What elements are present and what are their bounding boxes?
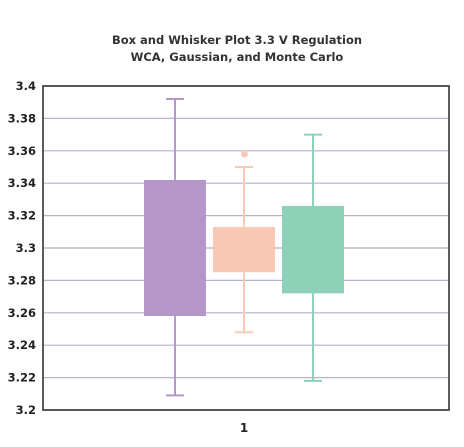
y-tick-label: 3.22	[8, 371, 36, 385]
x-axis-ticks: 1	[240, 421, 248, 435]
y-tick-label: 3.38	[8, 111, 36, 125]
box-body	[144, 179, 206, 317]
outlier-point	[241, 150, 248, 158]
chart-title-line-2: WCA, Gaussian, and Monte Carlo	[131, 50, 344, 64]
y-tick-label: 3.26	[8, 306, 36, 320]
plot-border	[42, 85, 450, 411]
y-axis-ticks: 3.2 3.22 3.24 3.26 3.28 3.3 3.32 3.34 3.36 3.38 3.…	[8, 79, 36, 417]
box-body	[213, 226, 275, 273]
box-series-2	[213, 150, 275, 334]
plot-frame	[42, 85, 450, 411]
box-series-1	[144, 97, 206, 397]
y-tick-label: 3.4	[16, 79, 36, 93]
y-tick-label: 3.28	[8, 273, 36, 287]
box-series-3	[282, 133, 344, 382]
y-tick-label: 3.24	[8, 338, 36, 352]
boxes	[144, 97, 344, 397]
y-tick-label: 3.34	[8, 176, 36, 190]
y-tick-label: 3.32	[8, 209, 36, 223]
y-tick-label: 3.3	[16, 241, 36, 255]
x-tick-label: 1	[240, 421, 248, 435]
y-tick-label: 3.2	[16, 403, 36, 417]
box-body	[282, 205, 344, 294]
chart-title-line-1: Box and Whisker Plot 3.3 V Regulation	[112, 33, 362, 47]
y-tick-label: 3.36	[8, 144, 36, 158]
